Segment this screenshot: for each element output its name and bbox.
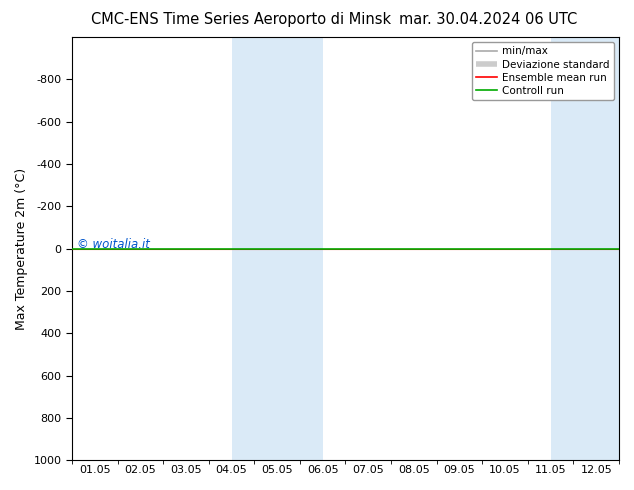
Y-axis label: Max Temperature 2m (°C): Max Temperature 2m (°C)	[15, 168, 28, 330]
Text: © woitalia.it: © woitalia.it	[77, 238, 150, 251]
Legend: min/max, Deviazione standard, Ensemble mean run, Controll run: min/max, Deviazione standard, Ensemble m…	[472, 42, 614, 100]
Text: CMC-ENS Time Series Aeroporto di Minsk: CMC-ENS Time Series Aeroporto di Minsk	[91, 12, 391, 27]
Text: mar. 30.04.2024 06 UTC: mar. 30.04.2024 06 UTC	[399, 12, 578, 27]
Bar	[550, 37, 634, 460]
Bar	[231, 37, 323, 460]
